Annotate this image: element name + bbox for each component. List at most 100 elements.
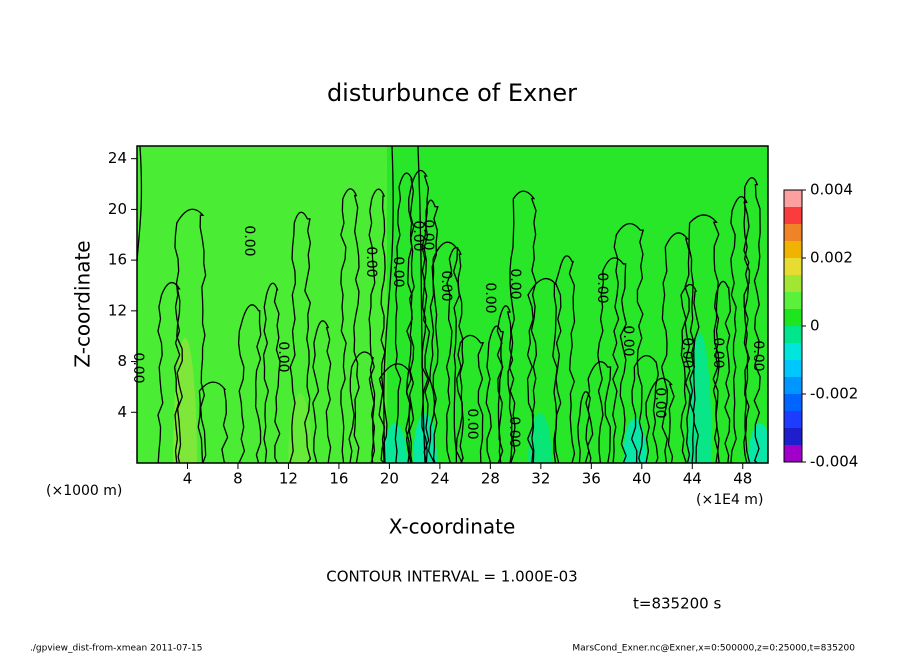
contour-label: 0.00 (438, 270, 454, 301)
contour-line (730, 195, 750, 463)
colorbar-bin (784, 292, 802, 309)
contour-line (597, 257, 627, 463)
contour-line (743, 177, 761, 463)
contour-interval: CONTOUR INTERVAL = 1.000E-03 (326, 568, 577, 586)
y-axis-label: Z-coordinate (71, 240, 95, 367)
colorbar-bin (784, 207, 802, 224)
contour-line (340, 188, 360, 463)
contour-line (508, 190, 538, 463)
colorbar-bin (784, 445, 802, 462)
y-tick-label: 4 (117, 403, 127, 421)
contour-label: 0.00 (750, 340, 766, 371)
contour-line (289, 211, 312, 463)
x-tick-label: 36 (582, 470, 601, 488)
x-tick-label: 12 (279, 470, 298, 488)
colorbar-bin (784, 241, 802, 258)
x-unit: (×1000 m) (46, 483, 122, 499)
contour-line (712, 280, 732, 463)
x-tick-label: 20 (380, 470, 399, 488)
colorbar-bin (784, 275, 802, 292)
x-tick-label: 32 (531, 470, 550, 488)
colorbar-tick-label: 0 (810, 317, 820, 335)
x-tick-label: 16 (329, 470, 348, 488)
contour-label: 0.00 (507, 268, 523, 299)
contour-line (645, 377, 675, 463)
contour-line (526, 277, 558, 463)
contour-line (383, 146, 394, 463)
colorbar-bin (784, 309, 802, 326)
contour-line (197, 381, 229, 463)
x-tick-label: 8 (233, 470, 243, 488)
field-blob (748, 423, 768, 463)
x-tick-label: 48 (733, 470, 752, 488)
colorbar-bin (784, 224, 802, 241)
contour-line (496, 305, 514, 463)
contour-line (173, 208, 207, 463)
contour-label: 0.00 (410, 220, 426, 251)
time-label: t=835200 s (633, 595, 721, 613)
contour-line (417, 146, 426, 463)
contour-label: 0.00 (130, 352, 146, 383)
y-tick-label: 20 (108, 200, 127, 218)
contour-label: 0.00 (620, 325, 636, 356)
x-tick-label: 4 (183, 470, 193, 488)
contour-line (427, 241, 460, 463)
contour-label: 0.00 (420, 219, 436, 250)
y-tick-label: 16 (108, 251, 127, 269)
contour-line (577, 391, 594, 463)
field-blob (28, 353, 52, 573)
contour-line (157, 281, 183, 463)
colorbar-tick-label: -0.004 (810, 453, 858, 471)
x-tick-label: 28 (481, 470, 500, 488)
contour-line (485, 325, 504, 463)
contour-label: 0.00 (679, 337, 695, 368)
contour-label: 0.00 (241, 225, 257, 256)
footer-left: ./gpview_dist-from-xmean 2011-07-15 (30, 644, 202, 654)
colorbar-bin (784, 190, 802, 207)
contour-label: 0.00 (390, 256, 406, 287)
contour-line (554, 255, 576, 463)
contour-label: 0.00 (594, 272, 610, 303)
contour-label: 0.00 (710, 337, 726, 368)
x-unit: (×1E4 m) (696, 492, 763, 508)
footer-right: MarsCond_Exner.nc@Exner,x=0:500000,z=0:2… (572, 644, 855, 654)
contour-label: 0.00 (363, 246, 379, 277)
contour-line (368, 188, 388, 463)
contour-line (455, 334, 485, 463)
contour-line (137, 146, 143, 340)
contour-line (262, 282, 281, 463)
contour-label: 0.00 (464, 408, 480, 439)
chart-title: disturbunce of Exner (327, 79, 577, 107)
contour-line (445, 247, 464, 463)
colorbar-bin (784, 428, 802, 445)
contour-line (612, 223, 645, 463)
contour-line (680, 283, 700, 463)
colorbar-tick-label: -0.002 (810, 385, 858, 403)
contour-line (660, 232, 691, 463)
contour-line (348, 351, 376, 463)
colorbar-bin (784, 326, 802, 343)
contour-label: 0.00 (506, 416, 522, 447)
plot-frame (136, 145, 769, 464)
y-tick-label: 8 (117, 352, 127, 370)
contour-label: 0.00 (652, 387, 668, 418)
x-tick-label: 40 (632, 470, 651, 488)
y-tick-label: 24 (108, 149, 127, 167)
x-axis-label: X-coordinate (389, 515, 516, 539)
colorbar-tick-label: 0.004 (810, 181, 853, 199)
contour-label: 0.00 (482, 282, 498, 313)
x-tick-label: 24 (430, 470, 449, 488)
contour-label: 0.00 (275, 341, 291, 372)
colorbar-bin (784, 394, 802, 411)
contour-line (688, 214, 720, 463)
colorbar-bin (784, 360, 802, 377)
contour-line (630, 355, 659, 463)
contour-line (237, 304, 262, 463)
x-tick-label: 44 (683, 470, 702, 488)
colorbar-tick-label: 0.002 (810, 249, 853, 267)
colorbar-bin (784, 343, 802, 360)
field (28, 146, 768, 573)
field-blob (383, 423, 407, 463)
